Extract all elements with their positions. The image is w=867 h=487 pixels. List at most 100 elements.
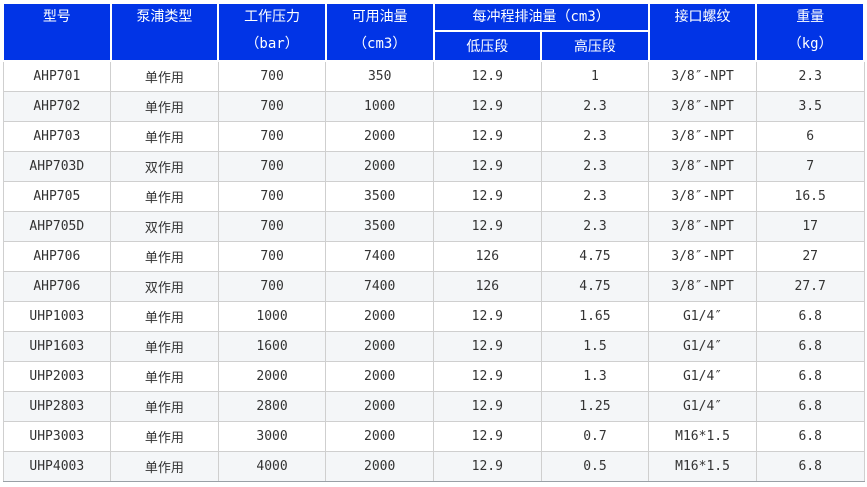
table-cell: 350: [325, 60, 434, 92]
table-row: AHP701 单作用 700 350 12.9 1 3/8″-NPT 2.3: [2, 60, 865, 92]
table-cell: 7: [755, 151, 865, 182]
table-cell: 16.5: [755, 181, 865, 212]
table-cell: UHP1003: [2, 301, 112, 332]
table-cell: UHP2803: [2, 391, 112, 422]
table-cell: 单作用: [110, 60, 219, 92]
table-row: UHP4003 单作用 4000 2000 12.9 0.5 M16*1.5 6.8: [2, 451, 865, 482]
table-cell: G1/4″: [648, 331, 757, 362]
table-row: UHP1603 单作用 1600 2000 12.9 1.5 G1/4″ 6.8: [2, 331, 865, 362]
table-cell: 单作用: [110, 361, 219, 392]
table-cell: AHP706: [2, 241, 112, 272]
table-cell: 700: [217, 241, 327, 272]
table-cell: 12.9: [433, 60, 542, 92]
table-cell: 单作用: [110, 91, 219, 122]
table-cell: 3000: [217, 421, 327, 452]
table-cell: 双作用: [110, 151, 219, 182]
table-cell: 6.8: [755, 331, 865, 362]
table-cell: AHP703D: [2, 151, 112, 182]
header-row-2: 低压段 高压段: [3, 30, 864, 62]
table-cell: 700: [217, 121, 327, 152]
table-cell: UHP2003: [2, 361, 112, 392]
table-cell: 3/8″-NPT: [648, 121, 757, 152]
table-cell: 单作用: [110, 421, 219, 452]
table-row: UHP2003 单作用 2000 2000 12.9 1.3 G1/4″ 6.8: [2, 361, 865, 392]
table-cell: 700: [217, 211, 327, 242]
table-cell: 6.8: [755, 451, 865, 482]
table-cell: 2000: [217, 361, 327, 392]
table-cell: 1.65: [540, 301, 650, 332]
table-cell: 3/8″-NPT: [648, 91, 757, 122]
table-cell: 700: [217, 60, 327, 92]
table-cell: 0.5: [540, 451, 650, 482]
table-cell: 1000: [325, 91, 434, 122]
table-row: AHP705D 双作用 700 3500 12.9 2.3 3/8″-NPT 17: [2, 211, 865, 242]
table-cell: 3/8″-NPT: [648, 241, 757, 272]
table-cell: 单作用: [110, 241, 219, 272]
table-row: AHP705 单作用 700 3500 12.9 2.3 3/8″-NPT 16.5: [2, 181, 865, 212]
table-cell: 2000: [325, 451, 434, 482]
table-cell: 1.3: [540, 361, 650, 392]
header-working-pressure: 工作压力 （bar）: [217, 2, 327, 62]
header-high-pressure: 高压段: [540, 30, 650, 62]
table-header: 型号 泵浦类型 工作压力 （bar） 可用油量 （cm3） 每冲程排油量（cm3…: [2, 2, 865, 62]
table-cell: 12.9: [433, 301, 542, 332]
table-cell: 1: [540, 60, 650, 92]
table-cell: 6.8: [755, 421, 865, 452]
table-cell: 单作用: [110, 331, 219, 362]
table-cell: 700: [217, 271, 327, 302]
table-cell: 2.3: [540, 181, 650, 212]
table-cell: 3500: [325, 181, 434, 212]
header-model-label: 型号: [42, 9, 71, 25]
table-row: AHP703D 双作用 700 2000 12.9 2.3 3/8″-NPT 7: [2, 151, 865, 182]
table-cell: 27.7: [755, 271, 865, 302]
table-row: UHP2803 单作用 2800 2000 12.9 1.25 G1/4″ 6.8: [2, 391, 865, 422]
table-cell: 7400: [325, 241, 434, 272]
table-row: AHP702 单作用 700 1000 12.9 2.3 3/8″-NPT 3.5: [2, 91, 865, 122]
header-pump-type-label: 泵浦类型: [136, 9, 193, 25]
table-cell: 6: [755, 121, 865, 152]
table-cell: 2000: [325, 331, 434, 362]
table-cell: 126: [433, 271, 542, 302]
table-cell: 12.9: [433, 391, 542, 422]
table-cell: 2.3: [540, 211, 650, 242]
table-row: AHP703 单作用 700 2000 12.9 2.3 3/8″-NPT 6: [2, 121, 865, 152]
table-cell: 6.8: [755, 361, 865, 392]
table-cell: 单作用: [110, 301, 219, 332]
table-cell: UHP1603: [2, 331, 112, 362]
table-cell: 12.9: [433, 91, 542, 122]
header-model: 型号: [2, 2, 112, 62]
table-cell: AHP705D: [2, 211, 112, 242]
table-body: AHP701 单作用 700 350 12.9 1 3/8″-NPT 2.3 AHP702 单作用…: [2, 60, 865, 482]
table-cell: 1.25: [540, 391, 650, 422]
table-cell: 12.9: [433, 361, 542, 392]
table-cell: 4.75: [540, 241, 650, 272]
table-row: UHP1003 单作用 1000 2000 12.9 1.65 G1/4″ 6.8: [2, 301, 865, 332]
table-cell: 2.3: [755, 60, 865, 92]
table-cell: 12.9: [433, 451, 542, 482]
table-cell: 1000: [217, 301, 327, 332]
table-cell: UHP4003: [2, 451, 112, 482]
table-cell: 3/8″-NPT: [648, 271, 757, 302]
table-cell: 3500: [325, 211, 434, 242]
table-cell: 2.3: [540, 121, 650, 152]
table-cell: 1600: [217, 331, 327, 362]
table-cell: 2000: [325, 151, 434, 182]
table-cell: 12.9: [433, 181, 542, 212]
table-cell: AHP705: [2, 181, 112, 212]
table-cell: 17: [755, 211, 865, 242]
table-row: AHP706 单作用 700 7400 126 4.75 3/8″-NPT 27: [2, 241, 865, 272]
table-cell: M16*1.5: [648, 451, 757, 482]
table-cell: 12.9: [433, 211, 542, 242]
table-cell: 3/8″-NPT: [648, 211, 757, 242]
table-cell: 6.8: [755, 391, 865, 422]
table-cell: 1.5: [540, 331, 650, 362]
table-cell: G1/4″: [648, 361, 757, 392]
table-cell: 12.9: [433, 331, 542, 362]
table-cell: 2000: [325, 121, 434, 152]
table-cell: AHP703: [2, 121, 112, 152]
table-cell: 2000: [325, 301, 434, 332]
table-cell: 700: [217, 181, 327, 212]
header-usable-oil: 可用油量 （cm3）: [324, 2, 435, 62]
table-cell: 3/8″-NPT: [648, 181, 757, 212]
